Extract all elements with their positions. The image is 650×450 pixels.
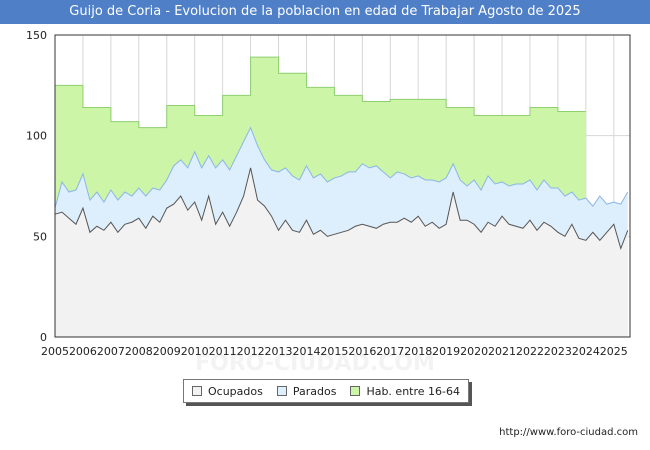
- x-tick-label-2010: 2010: [181, 345, 209, 358]
- legend-item-ocupados: Ocupados: [191, 384, 263, 398]
- y-tick-label-100: 100: [26, 130, 47, 143]
- chart-title: Guijo de Coria - Evolucion de la poblaci…: [0, 0, 650, 24]
- x-tick-label-2020: 2020: [460, 345, 488, 358]
- x-tick-label-2021: 2021: [488, 345, 516, 358]
- y-tick-label-50: 50: [33, 230, 47, 243]
- footer-url: http://www.foro-ciudad.com: [499, 427, 638, 438]
- x-tick-label-2016: 2016: [348, 345, 376, 358]
- y-tick-label-0: 0: [40, 331, 47, 344]
- watermark: FORO-CIUDAD.COM: [195, 351, 435, 376]
- legend-label-parados: Parados: [292, 384, 337, 398]
- x-tick-label-2008: 2008: [125, 345, 153, 358]
- x-tick-label-2017: 2017: [376, 345, 404, 358]
- legend-label-ocupados: Ocupados: [207, 384, 263, 398]
- parados-swatch: [276, 386, 287, 396]
- x-tick-label-2012: 2012: [237, 345, 265, 358]
- x-tick-label-2006: 2006: [69, 345, 97, 358]
- x-tick-label-2022: 2022: [516, 345, 544, 358]
- x-tick-label-2015: 2015: [320, 345, 348, 358]
- x-tick-label-2023: 2023: [544, 345, 572, 358]
- x-tick-label-2018: 2018: [404, 345, 432, 358]
- x-tick-label-2019: 2019: [432, 345, 460, 358]
- ocupados-swatch: [191, 386, 202, 396]
- x-tick-label-2011: 2011: [209, 345, 237, 358]
- series-ocupados-area: [55, 167, 628, 337]
- y-tick-label-150: 150: [26, 29, 47, 42]
- legend-item-hab: Hab. entre 16-64: [350, 385, 460, 398]
- hab-swatch: [350, 386, 361, 396]
- plot-frame: [54, 34, 631, 338]
- x-tick-label-2014: 2014: [292, 345, 320, 358]
- legend: Ocupados Parados Hab. entre 16-64: [183, 379, 469, 403]
- x-tick-label-2005: 2005: [41, 345, 69, 358]
- x-tick-label-2025: 2025: [600, 345, 628, 358]
- series-ocupados-line: [54, 167, 629, 250]
- series-hab-line: [54, 56, 586, 337]
- x-tick-label-2007: 2007: [97, 345, 125, 358]
- series-parados-line: [54, 126, 629, 209]
- x-tick-label-2009: 2009: [153, 345, 181, 358]
- x-tick-label-2024: 2024: [572, 345, 600, 358]
- x-tick-label-2013: 2013: [265, 345, 293, 358]
- legend-label-hab: Hab. entre 16-64: [366, 384, 460, 398]
- legend-item-parados: Parados: [276, 384, 337, 398]
